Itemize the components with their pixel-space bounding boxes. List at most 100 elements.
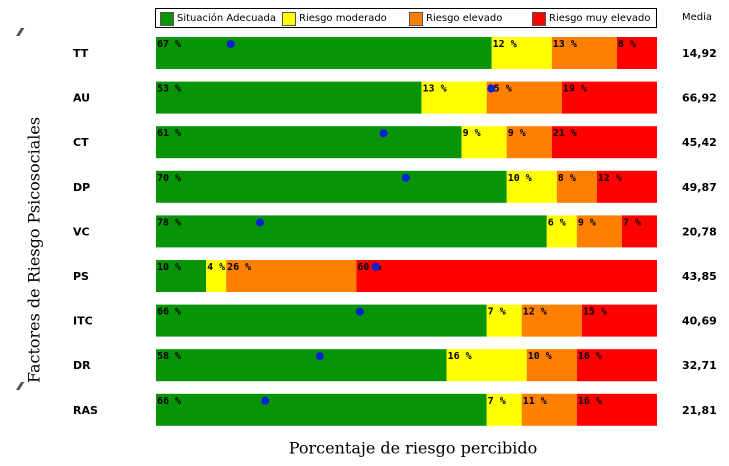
legend-item-riesgo-moderado: Riesgo moderado [282,11,387,26]
media-value-ps: 43,85 [682,270,717,283]
data-label-dp-2: 8 % [558,173,576,184]
category-label-ct: CT [73,136,89,149]
data-label-itc-1: 7 % [488,307,506,318]
bar-segment-ras-1 [486,393,522,426]
media-marker-ps [371,263,380,271]
media-value-dp: 49,87 [682,181,717,194]
decorative-hatch-bottom: ⁄⁄⁄⁄ [18,380,22,393]
media-marker-ct [379,129,388,138]
bar-segment-vc-3 [621,215,657,248]
bar-segment-dp-0 [156,170,507,203]
media-marker-itc [355,307,364,316]
bar-segment-ps-0 [156,260,207,292]
decorative-hatch-top: ⁄⁄⁄⁄ [18,26,22,39]
data-label-ps-1: 4 % [207,262,225,273]
data-label-au-0: 53 % [157,84,181,95]
data-label-itc-0: 66 % [157,307,181,318]
data-label-dp-1: 10 % [508,173,532,184]
bar-segment-ct-1 [461,126,507,159]
legend-item-situacion-adecuada: Situación Adecuada [160,11,276,26]
category-label-vc: VC [73,225,90,238]
bar-segment-itc-0 [156,304,487,337]
legend-item-riesgo-muy-elevado: Riesgo muy elevado [532,11,651,26]
bar-segment-tt-3 [616,37,657,69]
legend-swatch-yellow [282,11,296,26]
legend-item-riesgo-elevado: Riesgo elevado [409,11,502,26]
bar-segment-au-0 [156,81,422,114]
data-label-au-1: 13 % [423,84,447,95]
data-label-ps-0: 10 % [157,262,181,273]
x-axis-label: Porcentaje de riesgo percibido [288,438,538,458]
bar-segment-itc-1 [486,304,522,337]
data-label-ct-3: 21 % [553,128,577,139]
legend-label: Situación Adecuada [177,13,277,24]
bar-segment-ps-1 [206,260,227,292]
media-value-itc: 40,69 [682,315,717,328]
data-label-itc-2: 12 % [523,307,547,318]
data-label-ras-3: 16 % [578,396,602,407]
bar-segment-tt-0 [156,37,492,69]
media-marker-dr [315,352,324,361]
legend-label: Riesgo elevado [426,13,503,24]
bar-segment-dr-3 [576,349,657,382]
media-marker-tt [226,40,235,48]
category-label-ps: PS [73,270,89,283]
bar-segment-ct-2 [506,126,552,159]
data-label-tt-2: 13 % [553,39,577,50]
bar-segment-tt-2 [551,37,617,69]
media-value-dr: 32,71 [682,359,717,372]
data-label-vc-3: 7 % [623,217,641,228]
legend-swatch-green [160,11,174,26]
bar-segment-dr-1 [446,349,527,382]
media-marker-vc [256,218,265,227]
data-label-ct-1: 9 % [463,128,481,139]
bar-segment-vc-0 [156,215,547,248]
data-label-au-2: 15 % [488,84,512,95]
bar-segment-vc-2 [576,215,622,248]
bar-segment-au-1 [421,81,487,114]
data-label-dp-3: 12 % [598,173,622,184]
legend-label: Riesgo muy elevado [549,13,651,24]
bar-segment-ps-2 [226,260,357,292]
category-label-au: AU [73,92,90,105]
bar-segment-tt-1 [491,37,552,69]
bar-segment-ras-2 [521,393,577,426]
data-label-tt-0: 67 % [157,39,181,50]
data-label-dr-3: 16 % [578,351,602,362]
media-marker-au [487,84,496,93]
data-label-ras-2: 11 % [523,396,547,407]
media-value-tt: 14,92 [682,47,717,60]
data-label-au-3: 19 % [563,84,587,95]
data-label-vc-1: 6 % [548,217,566,228]
bar-segment-au-3 [561,81,657,114]
bar-segment-dr-2 [526,349,577,382]
bar-segment-ct-0 [156,126,462,159]
data-label-dr-1: 16 % [448,351,472,362]
category-label-itc: ITC [73,315,93,328]
bar-segment-itc-3 [581,304,657,337]
data-label-tt-3: 8 % [618,39,636,50]
data-label-vc-2: 9 % [578,217,596,228]
category-label-dp: DP [73,181,90,194]
bar-segment-ct-3 [551,126,657,159]
data-label-dr-2: 10 % [528,351,552,362]
legend-label: Riesgo moderado [299,13,387,24]
bar-segment-dp-1 [506,170,557,203]
media-value-au: 66,92 [682,92,717,105]
bar-segment-ps-3 [356,260,657,292]
data-label-dr-0: 58 % [157,351,181,362]
media-value-ras: 21,81 [682,404,717,417]
category-label-dr: DR [73,359,91,372]
bar-segment-ras-0 [156,393,487,426]
category-label-ras: RAS [73,404,98,417]
legend: Situación Adecuada Riesgo moderado Riesg… [155,8,657,28]
data-label-tt-1: 12 % [493,39,517,50]
legend-swatch-red [532,11,546,26]
bar-segment-itc-2 [521,304,582,337]
data-label-ct-0: 61 % [157,128,181,139]
bar-segment-vc-1 [546,215,577,248]
bar-segment-ras-3 [576,393,657,426]
bar-segment-dp-2 [556,170,597,203]
data-label-ct-2: 9 % [508,128,526,139]
